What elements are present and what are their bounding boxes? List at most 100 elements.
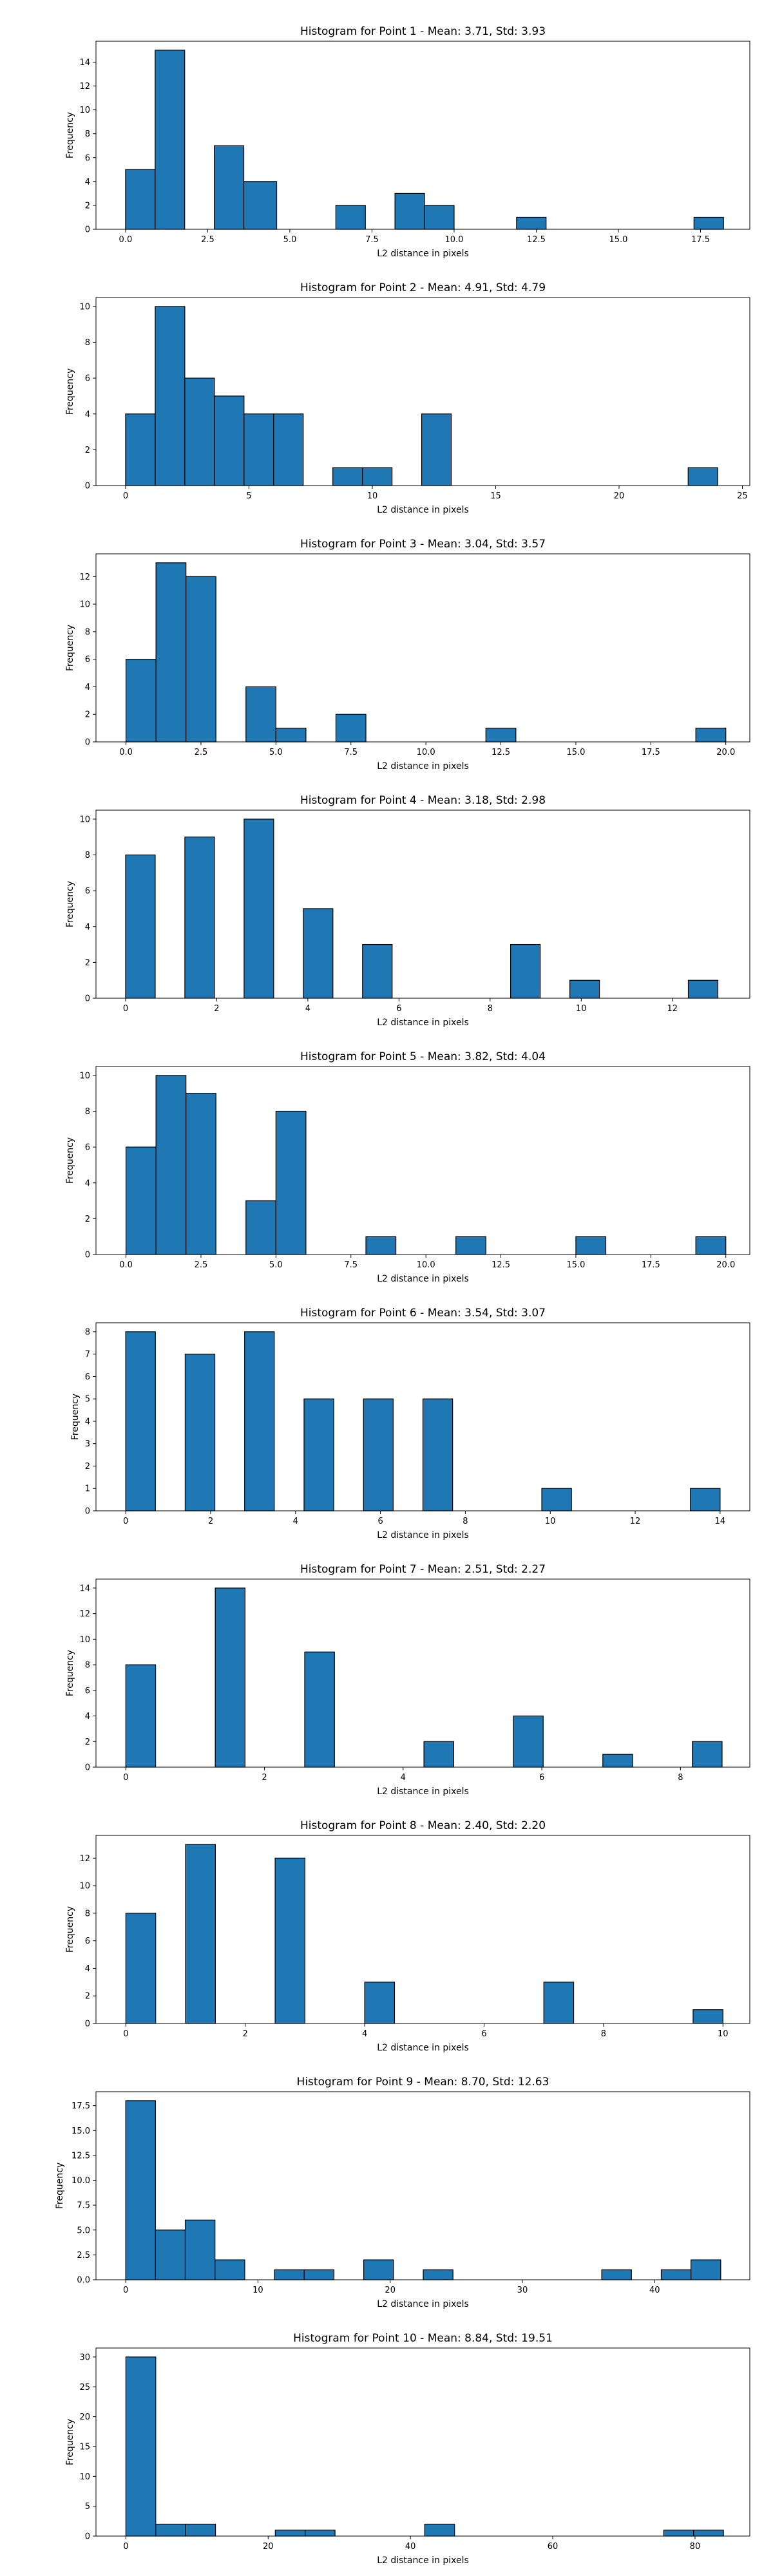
- histogram-bar: [125, 2356, 157, 2537]
- histogram-bar: [243, 819, 274, 999]
- chart-title: Histogram for Point 10 - Mean: 8.84, Std…: [293, 2332, 553, 2345]
- y-axis-label: Frequency: [65, 1650, 75, 1696]
- histogram-bar: [214, 395, 245, 486]
- x-tick-label: 20: [614, 491, 625, 501]
- x-tick-label: 25: [737, 491, 748, 501]
- x-tick-label: 2.5: [201, 235, 215, 245]
- x-axis-label: L2 distance in pixels: [377, 1274, 469, 1284]
- histogram-bar: [155, 2523, 186, 2537]
- histogram-bar: [332, 467, 363, 486]
- x-tick-label: 2.5: [195, 1260, 208, 1270]
- x-tick-label: 6: [396, 1004, 401, 1014]
- y-tick-label: 6: [85, 1686, 90, 1696]
- chart-title: Histogram for Point 9 - Mean: 8.70, Std:…: [297, 2076, 549, 2088]
- chart-title: Histogram for Point 5 - Mean: 3.82, Std:…: [300, 1050, 546, 1063]
- y-tick-label: 17.5: [72, 2101, 90, 2111]
- x-tick-label: 0: [123, 1773, 128, 1783]
- histogram-bar: [245, 686, 276, 743]
- x-axis-label: L2 distance in pixels: [377, 505, 469, 515]
- histogram-bar: [687, 980, 719, 999]
- axes-frame: [95, 2347, 750, 2537]
- y-axis-label: Frequency: [65, 368, 75, 415]
- histogram-bar: [422, 1398, 453, 1511]
- y-axis-label: Frequency: [65, 2419, 75, 2465]
- x-tick-label: 15: [490, 491, 501, 501]
- x-tick-label: 20.0: [716, 748, 735, 757]
- y-tick-label: 6: [85, 887, 90, 896]
- x-axis-label: L2 distance in pixels: [377, 249, 469, 259]
- histogram-bar: [274, 2530, 306, 2537]
- x-tick-label: 5.0: [269, 748, 283, 757]
- axes-frame: [95, 1578, 750, 1768]
- y-tick-label: 0: [85, 994, 90, 1004]
- y-tick-label: 5: [85, 1395, 90, 1405]
- y-tick-label: 5.0: [77, 2226, 90, 2235]
- x-tick-label: 8: [463, 1517, 468, 1526]
- histogram-chart-10: Histogram for Point 10 - Mean: 8.84, Std…: [65, 2332, 750, 2566]
- y-tick-label: 6: [85, 1372, 90, 1382]
- x-tick-label: 15.0: [566, 748, 585, 757]
- histogram-bar: [303, 908, 334, 999]
- chart-title: Histogram for Point 8 - Mean: 2.40, Std:…: [300, 1819, 546, 1832]
- y-tick-label: 4: [85, 1964, 90, 1974]
- histogram-bar: [275, 728, 307, 743]
- histogram-bar: [424, 205, 455, 230]
- y-tick-label: 7: [85, 1350, 90, 1359]
- histogram-bar: [125, 1913, 157, 2024]
- histogram-bar: [125, 413, 156, 486]
- histogram-bar: [692, 2009, 723, 2024]
- x-axis-label: L2 distance in pixels: [377, 1530, 469, 1540]
- y-tick-label: 8: [85, 338, 90, 348]
- y-tick-label: 12: [79, 1609, 90, 1619]
- x-tick-label: 5: [246, 491, 251, 501]
- x-tick-label: 6: [377, 1517, 383, 1526]
- y-tick-label: 0: [85, 1507, 90, 1517]
- chart-title: Histogram for Point 1 - Mean: 3.71, Std:…: [300, 25, 546, 38]
- y-tick-label: 4: [85, 410, 90, 419]
- histogram-bar: [305, 2530, 336, 2537]
- y-tick-label: 0: [85, 225, 90, 235]
- x-axis-label: L2 distance in pixels: [377, 2555, 469, 2566]
- histogram-bar: [693, 216, 724, 230]
- x-tick-label: 2: [243, 2029, 248, 2039]
- histogram-bar: [692, 1741, 723, 1768]
- x-tick-label: 7.5: [344, 1260, 358, 1270]
- x-tick-label: 10: [545, 1517, 556, 1526]
- y-tick-label: 10: [79, 302, 90, 312]
- chart-title: Histogram for Point 7 - Mean: 2.51, Std:…: [300, 1563, 546, 1576]
- histogram-bar: [541, 1488, 572, 1511]
- x-tick-label: 2: [214, 1004, 219, 1014]
- y-axis-label: Frequency: [70, 1394, 81, 1440]
- x-tick-label: 30: [517, 2286, 528, 2295]
- y-tick-label: 0.0: [77, 2276, 90, 2286]
- y-tick-label: 6: [85, 153, 90, 163]
- y-tick-label: 12: [79, 82, 90, 91]
- histogram-chart-5: Histogram for Point 5 - Mean: 3.82, Std:…: [65, 1050, 750, 1284]
- y-tick-label: 10: [79, 600, 90, 610]
- y-tick-label: 1: [85, 1484, 90, 1494]
- y-tick-label: 8: [85, 1107, 90, 1117]
- axes-frame: [95, 1322, 750, 1511]
- y-tick-label: 10: [79, 815, 90, 824]
- y-tick-label: 12.5: [72, 2151, 90, 2161]
- histogram-bar: [186, 576, 216, 743]
- histogram-bar: [244, 1331, 275, 1511]
- y-tick-label: 0: [85, 738, 90, 748]
- x-tick-label: 0: [123, 491, 128, 501]
- histogram-chart-3: Histogram for Point 3 - Mean: 3.04, Std:…: [65, 538, 750, 772]
- histogram-bar: [363, 2259, 394, 2280]
- histogram-chart-7: Histogram for Point 7 - Mean: 2.51, Std:…: [65, 1563, 750, 1797]
- y-tick-label: 4: [85, 683, 90, 692]
- y-tick-label: 6: [85, 1143, 90, 1153]
- x-tick-label: 5.0: [269, 1260, 283, 1270]
- x-tick-label: 10: [253, 2286, 263, 2295]
- y-tick-label: 4: [85, 1417, 90, 1426]
- histogram-bar: [125, 2100, 156, 2280]
- y-axis-label: Frequency: [65, 625, 75, 671]
- y-tick-label: 8: [85, 129, 90, 139]
- x-tick-label: 6: [539, 1773, 544, 1783]
- x-tick-label: 0.0: [119, 748, 133, 757]
- y-tick-label: 8: [85, 1327, 90, 1337]
- histogram-bar: [243, 181, 278, 230]
- y-axis-label: Frequency: [65, 1137, 75, 1184]
